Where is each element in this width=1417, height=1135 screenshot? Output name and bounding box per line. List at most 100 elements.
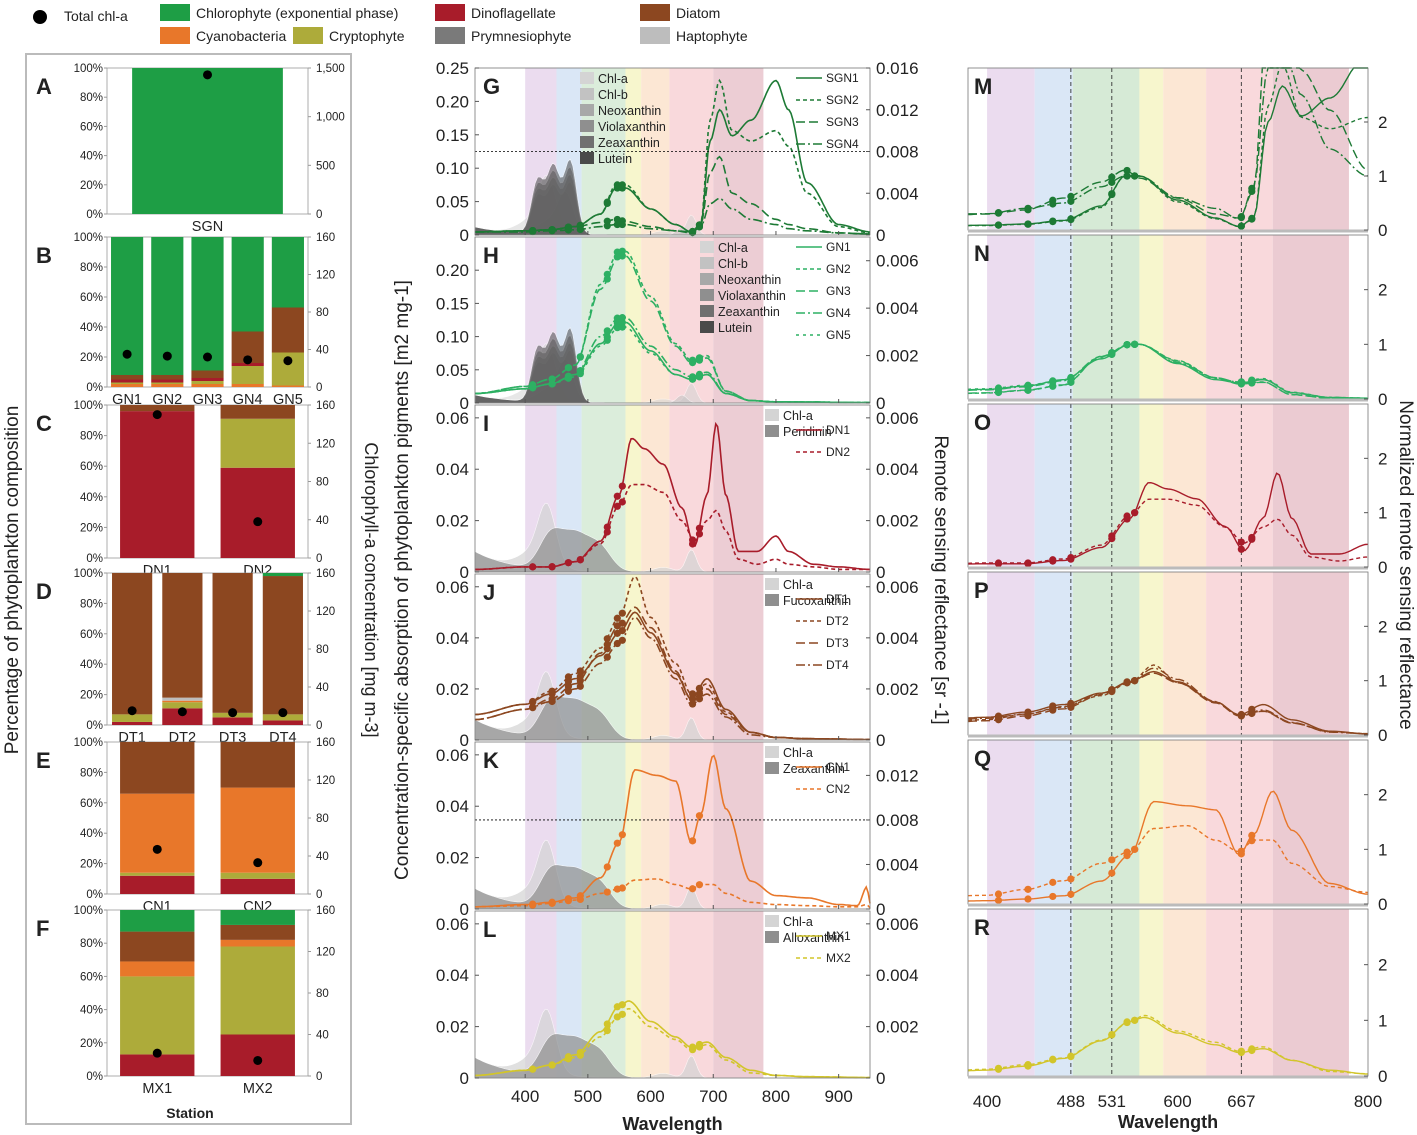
chl-tick-label: 160 (316, 737, 335, 749)
spectral-band (641, 911, 670, 1078)
pct-tick-label: 20% (80, 180, 103, 192)
norm-tick-label: 1 (1378, 840, 1387, 859)
band-marker-point (688, 885, 697, 893)
spectral-band (1163, 404, 1207, 567)
band-marker-point (618, 1001, 626, 1009)
pigment-legend-swatch (580, 104, 594, 116)
legend-item: Prymnesiophyte (471, 28, 572, 44)
normalized-spectrum-line (967, 67, 1369, 228)
pigment-legend-label: Violaxanthin (598, 120, 666, 134)
band-marker-point (688, 536, 697, 544)
bar-segment (231, 237, 264, 332)
normalized-spectrum-line (967, 67, 1369, 219)
spectral-band (1139, 909, 1164, 1076)
band-marker-point (1049, 1055, 1057, 1063)
norm-tick-label: 1 (1378, 1011, 1387, 1030)
normalized-spectrum-line (967, 1014, 1369, 1075)
legend-swatch (640, 27, 670, 44)
station-legend-label: SGN1 (826, 71, 859, 85)
band-marker-point (1024, 381, 1032, 389)
band-marker-point (548, 1061, 556, 1069)
pigment-legend-swatch (765, 746, 779, 758)
bar-segment (120, 910, 195, 932)
abs-tick-label: 0 (460, 563, 469, 582)
band-marker-point (618, 636, 626, 644)
band-marker-point (695, 1043, 704, 1051)
plot-frame (474, 741, 871, 910)
band-marker-point (603, 528, 611, 536)
pigment-legend-label: Lutein (718, 321, 752, 335)
band-marker-point (618, 831, 626, 839)
total-chla-point (152, 1048, 162, 1058)
chl-tick-label: 1,500 (316, 63, 345, 75)
station-spectrum-line (475, 155, 871, 235)
band-marker-point (1108, 190, 1116, 199)
spectral-band (713, 574, 764, 740)
spectral-band (625, 405, 642, 572)
spectral-band (1034, 909, 1073, 1076)
station-spectrum-line (475, 483, 870, 571)
band-marker-point (1024, 559, 1032, 567)
bar-segment (120, 872, 195, 876)
band-marker-point (1248, 831, 1256, 839)
spectral-band (1072, 572, 1140, 735)
bar-segment (112, 573, 153, 715)
band-marker-point (1248, 184, 1256, 192)
band-marker-point (576, 556, 584, 564)
band-marker-point (576, 677, 584, 685)
spectral-band (1034, 404, 1073, 567)
panel-letter: G (483, 74, 500, 99)
rrs-tick-label: 0.006 (876, 915, 919, 934)
pct-tick-label: 60% (80, 629, 103, 641)
band-marker-point (564, 559, 573, 567)
bar-segment (112, 714, 153, 722)
chl-tick-label: 0 (316, 889, 322, 901)
wavelength-tick-label: 900 (824, 1087, 852, 1106)
station-spectrum-line (475, 197, 871, 235)
pct-tick-label: 40% (80, 828, 103, 840)
band-marker-point (994, 896, 1003, 904)
norm-tick-label: 0 (1378, 726, 1387, 745)
station-tick-label: MX2 (243, 1081, 273, 1097)
station-tick-label: GN3 (193, 392, 223, 408)
band-marker-point (1049, 218, 1057, 226)
chl-tick-label: 80 (316, 477, 329, 489)
pigment-legend-label: Chl-b (598, 88, 628, 102)
band-marker-point (1123, 848, 1131, 856)
wavelength-tick-label: 488 (1057, 1092, 1085, 1111)
rrs-tick-label: 0.004 (876, 460, 919, 479)
panel-letter: I (483, 411, 489, 436)
bar-segment (212, 717, 253, 725)
bar-segment (120, 793, 195, 873)
band-marker-point (1067, 890, 1075, 898)
pigment-legend-swatch (580, 72, 594, 84)
abs-tick-label: 0 (460, 731, 469, 750)
spectral-band (1034, 740, 1073, 904)
station-spectrum-line (475, 255, 870, 404)
band-marker-point (603, 336, 611, 344)
panel-letter: E (36, 748, 51, 773)
plot-frame (474, 910, 871, 1079)
legend-swatch (160, 27, 190, 44)
band-marker-point (548, 697, 556, 706)
abs-tick-label: 0.10 (436, 159, 469, 178)
legend-item: Cyanobacteria (196, 28, 286, 44)
pct-tick-label: 60% (80, 121, 103, 133)
wavelength-tick-label: 400 (511, 1087, 539, 1106)
band-marker-point (994, 713, 1003, 721)
chl-tick-label: 1,000 (316, 112, 345, 124)
pigment-legend-swatch (700, 257, 714, 269)
band-marker-point (1067, 553, 1075, 562)
chl-tick-label: 120 (316, 438, 335, 450)
chl-tick-label: 160 (316, 400, 335, 412)
panel-letter: D (36, 579, 52, 604)
bar-segment (162, 700, 203, 703)
bar-panel-A: 0% 20% 40% 60% 80% 100% 0 500 1,000 1,500 SGN A (36, 63, 345, 235)
pct-tick-label: 0% (86, 382, 103, 394)
band-marker-point (695, 524, 704, 532)
rrs-tick-label: 0 (876, 731, 885, 750)
